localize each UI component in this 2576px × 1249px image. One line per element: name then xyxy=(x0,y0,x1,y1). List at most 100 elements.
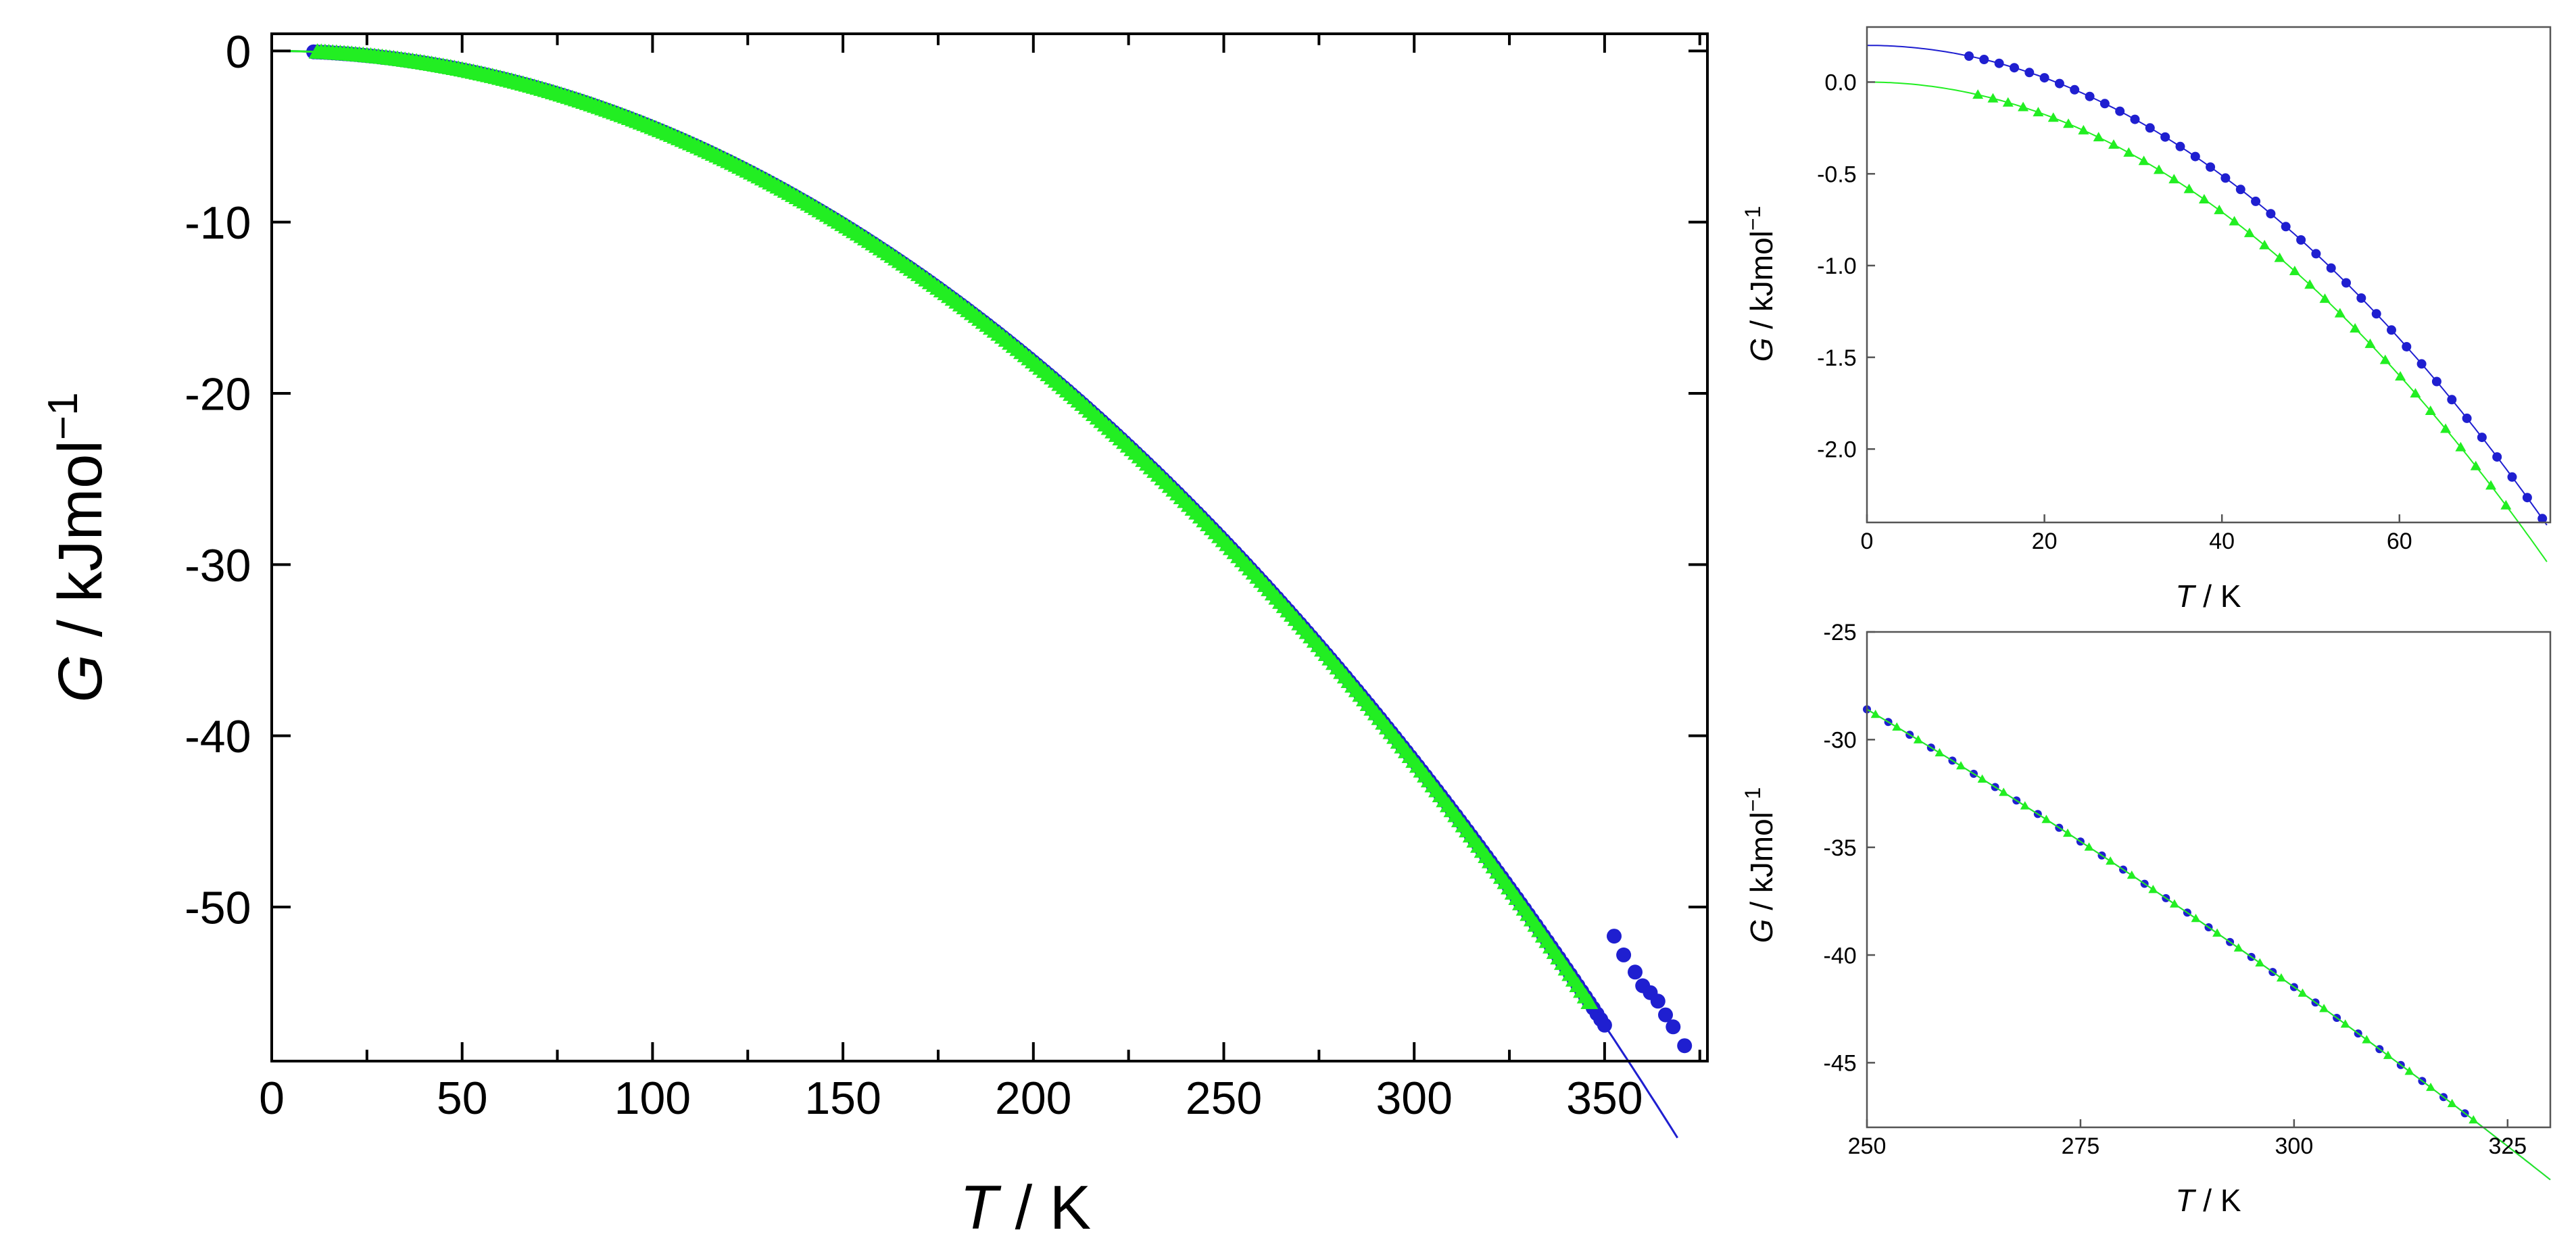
x-tick-label: 50 xyxy=(437,1073,488,1124)
data-point-circle xyxy=(1650,994,1666,1009)
data-point-triangle xyxy=(2212,928,2222,937)
data-point-circle xyxy=(2115,106,2125,116)
data-point-triangle xyxy=(2041,814,2051,823)
data-point-triangle xyxy=(2362,1035,2372,1044)
data-point-circle xyxy=(2010,63,2019,73)
data-point-circle xyxy=(1979,55,1989,64)
data-point-triangle xyxy=(2500,499,2512,510)
data-point-circle xyxy=(2477,433,2487,443)
data-point-circle xyxy=(2024,68,2035,78)
data-point-circle xyxy=(2492,452,2502,462)
y-tick-label: -40 xyxy=(1824,943,1857,969)
data-point-triangle xyxy=(2214,204,2225,214)
y-tick-label: -50 xyxy=(185,882,251,933)
main-chart-ticks: 0 50 100 150 200 250 300 350 0 -10 -20 -30 -40 -50 xyxy=(185,26,1707,1124)
x-tick-label: 60 xyxy=(2387,529,2412,554)
y-tick-label: -1.5 xyxy=(1817,345,1857,371)
x-tick-label: 0 xyxy=(1861,529,1874,554)
data-point-circle xyxy=(1994,58,2004,68)
inset-high-chart-frame xyxy=(1866,631,2552,1129)
inset-low-chart-marks xyxy=(1866,45,2548,562)
data-point-triangle xyxy=(2078,124,2089,134)
data-point-triangle xyxy=(2383,1050,2393,1059)
data-point-triangle xyxy=(2183,183,2195,193)
data-point-circle xyxy=(2206,162,2216,172)
data-point-circle xyxy=(2462,413,2472,423)
data-point-triangle xyxy=(2153,164,2164,174)
data-point-circle xyxy=(2311,249,2321,259)
data-point-triangle xyxy=(2319,293,2331,303)
data-point-triangle xyxy=(2395,371,2406,381)
data-point-circle xyxy=(1666,1019,1681,1035)
data-point-circle xyxy=(1658,1007,1673,1023)
data-point-triangle xyxy=(1972,89,1984,99)
data-point-circle xyxy=(2085,91,2095,101)
data-point-circle xyxy=(2220,173,2231,183)
x-tick-label: 200 xyxy=(995,1073,1071,1124)
y-tick-label: -2.0 xyxy=(1817,437,1857,463)
data-point-triangle xyxy=(2138,155,2149,166)
main-chart-marks xyxy=(271,43,1693,1139)
y-tick-label: -30 xyxy=(185,540,251,591)
data-point-triangle xyxy=(2255,958,2265,966)
data-point-circle xyxy=(2160,132,2170,142)
data-point-triangle xyxy=(2440,423,2452,433)
data-point-circle xyxy=(1607,929,1622,944)
data-point-triangle xyxy=(2198,193,2210,203)
data-point-triangle xyxy=(2233,943,2243,952)
data-point-triangle xyxy=(2259,239,2270,249)
data-point-circle xyxy=(1616,947,1632,962)
data-point-circle xyxy=(2537,514,2548,524)
data-point-triangle xyxy=(2426,1082,2436,1092)
data-point-triangle xyxy=(2298,988,2308,997)
inset-high-y-axis-title: G / kJmol−1 xyxy=(1741,787,1779,944)
data-point-circle xyxy=(2281,222,2291,232)
data-point-triangle xyxy=(2033,107,2044,117)
x-tick-label: 275 xyxy=(2062,1133,2100,1159)
data-point-triangle xyxy=(2108,139,2120,149)
data-point-circle xyxy=(2387,325,2396,335)
data-point-triangle xyxy=(2334,308,2346,318)
data-point-circle xyxy=(1964,51,1974,61)
data-point-triangle xyxy=(1935,748,1945,757)
y-tick-label: -25 xyxy=(1824,620,1857,645)
data-point-triangle xyxy=(2350,322,2361,333)
y-tick-label: -0.5 xyxy=(1817,162,1857,187)
data-point-circle xyxy=(1597,1017,1612,1033)
data-point-triangle xyxy=(2276,973,2286,982)
data-point-triangle xyxy=(2485,480,2497,490)
inset-high-chart-marks xyxy=(1863,705,2551,1181)
x-tick-label: 0 xyxy=(259,1073,285,1124)
data-point-triangle xyxy=(2063,118,2074,128)
data-point-circle xyxy=(2099,99,2110,109)
data-point-circle xyxy=(2356,293,2366,303)
y-tick-label: -40 xyxy=(185,711,251,762)
data-point-circle xyxy=(2054,78,2064,89)
data-point-circle xyxy=(2341,278,2351,288)
data-point-circle xyxy=(2326,263,2336,273)
y-tick-label: 0.0 xyxy=(1824,70,1856,96)
data-point-triangle xyxy=(2229,216,2240,226)
data-point-circle xyxy=(2266,209,2276,219)
data-point-triangle xyxy=(2062,828,2072,837)
data-point-circle xyxy=(2235,185,2245,195)
y-tick-label: -10 xyxy=(185,197,251,249)
data-point-circle xyxy=(2447,395,2457,405)
main-chart-x-axis-title: T / K xyxy=(960,1173,1091,1242)
x-tick-label: 40 xyxy=(2209,529,2235,554)
x-tick-label: 300 xyxy=(2275,1133,2314,1159)
data-point-triangle xyxy=(2304,279,2316,289)
data-point-triangle xyxy=(1977,774,1987,783)
x-tick-label: 150 xyxy=(804,1073,881,1124)
data-point-triangle xyxy=(1913,735,1923,743)
data-point-circle xyxy=(2039,73,2049,83)
data-point-circle xyxy=(2371,309,2381,319)
x-tick-label: 20 xyxy=(2032,529,2058,554)
main-chart: 0 50 100 150 200 250 300 350 0 -10 -20 -30 -40 -50 T … xyxy=(40,26,1709,1242)
main-chart-frame xyxy=(270,32,1709,1062)
data-point-triangle xyxy=(1892,722,1902,731)
data-point-triangle xyxy=(2169,899,2179,908)
data-point-triangle xyxy=(1870,709,1880,718)
data-point-triangle xyxy=(2364,338,2376,348)
